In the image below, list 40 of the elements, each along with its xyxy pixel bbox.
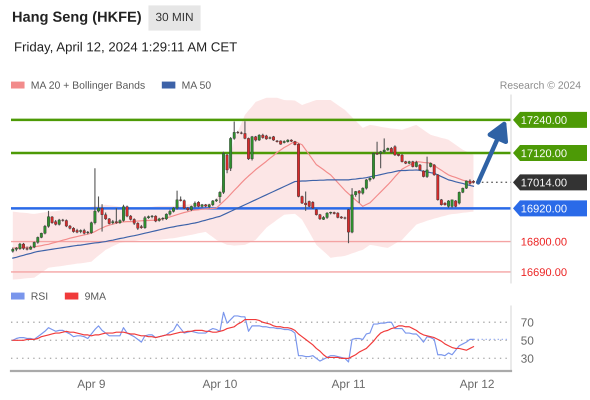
x-tick-label: Apr 10 <box>202 380 237 390</box>
text: Research © 2024 <box>500 81 581 89</box>
candlestick <box>161 216 164 222</box>
y-tick-label: 17240.00 <box>522 116 567 124</box>
legend-label: RSI <box>32 292 48 300</box>
chart-subtitle: Friday, April 12, 2024 1:29:11 AM CET <box>15 42 237 54</box>
candlestick <box>304 190 308 212</box>
candlestick <box>364 178 368 190</box>
candlestick <box>458 190 461 206</box>
y-tick-label: 50 <box>521 336 534 345</box>
x-tick-label: Apr 11 <box>332 380 365 390</box>
x-tick-label: Apr 9 <box>77 380 105 390</box>
candlestick <box>394 144 396 156</box>
candlestick <box>122 204 125 222</box>
legend-label: 9MA <box>85 292 106 300</box>
candlestick <box>182 198 186 210</box>
line-series <box>12 318 474 359</box>
candlestick <box>144 216 146 230</box>
candlestick <box>176 190 178 210</box>
text: 30 MIN <box>156 12 193 22</box>
y-tick-label: 16800.00 <box>522 238 567 246</box>
candlestick <box>426 156 428 178</box>
x-tick-label: Apr 12 <box>460 380 494 390</box>
chart-title: Hang Seng (HKFE) <box>12 11 141 25</box>
candlestick <box>250 135 254 162</box>
y-tick-label: 16920.00 <box>522 204 567 212</box>
y-tick-label: 70 <box>521 318 534 327</box>
y-tick-label: 17120.00 <box>522 149 567 158</box>
candlestick <box>126 205 128 218</box>
candlestick <box>358 190 361 204</box>
legend-label: MA 20 + Bollinger Bands <box>32 81 145 91</box>
legend-label: MA 50 <box>182 81 211 89</box>
line-series <box>12 140 474 249</box>
line-series <box>12 169 474 259</box>
candlestick <box>111 219 114 225</box>
candlestick <box>114 208 118 224</box>
y-tick-label: 17014.00 <box>522 178 567 186</box>
y-tick-label: 16690.00 <box>522 268 567 276</box>
y-tick-label: 30 <box>521 354 534 363</box>
line-series <box>12 312 474 363</box>
